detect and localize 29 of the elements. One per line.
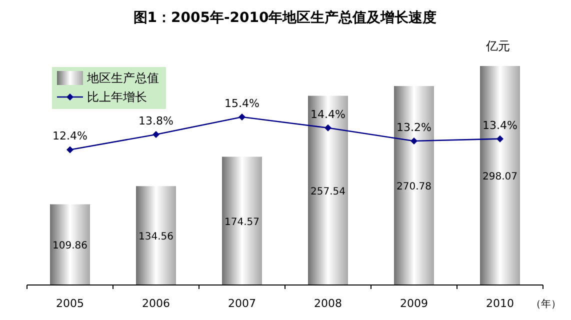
data-label: 134.56 [138, 232, 174, 243]
x-tick-label: 2009 [400, 297, 428, 310]
data-label: 12.4% [52, 130, 88, 143]
chart-title: 图1：2005年-2010年地区生产总值及增长速度 [133, 9, 437, 26]
point [496, 135, 504, 142]
y-axis-title: 亿元 [485, 39, 510, 53]
legend-label: 比上年增长 [87, 90, 147, 104]
data-label: 13.4% [482, 118, 518, 132]
data-label: 13.2% [396, 121, 432, 134]
point [152, 130, 160, 138]
x-tick-label: 2006 [142, 297, 170, 310]
point [66, 146, 74, 154]
point [410, 138, 418, 144]
data-label: 257.54 [310, 186, 346, 198]
legend-label: 地区生产总值 [86, 71, 159, 85]
x-tick-label: 2008 [314, 297, 342, 310]
data-label: 270.78 [396, 182, 432, 193]
x-tick-label: 2010 [486, 297, 514, 310]
x-tick-label: 2007 [228, 297, 256, 310]
point [324, 124, 332, 132]
point [238, 114, 246, 120]
data-label: 13.8% [138, 114, 174, 128]
data-label: 298.07 [482, 172, 518, 182]
data-label: 174.57 [224, 216, 260, 228]
x-axis-title: （年） [531, 298, 561, 310]
x-tick-label: 2005 [56, 297, 84, 310]
data-label: 109.86 [52, 240, 88, 252]
data-label: 15.4% [224, 97, 260, 110]
data-label: 14.4% [310, 108, 346, 121]
